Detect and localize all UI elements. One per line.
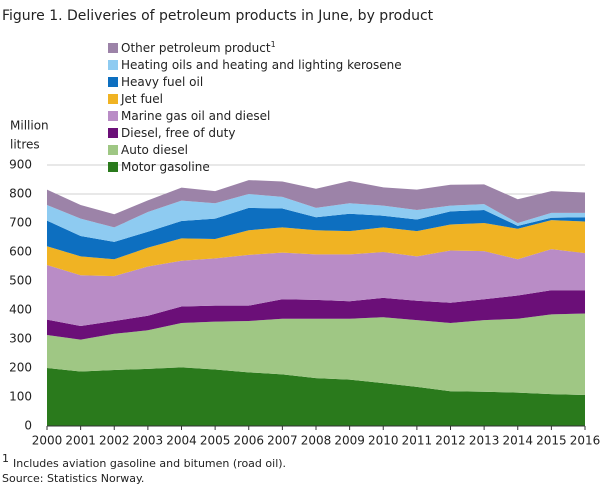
area (47, 249, 585, 326)
x-tick-label: 2011 (402, 434, 433, 448)
y-tick-label: 900 (9, 158, 32, 172)
legend-name: Other petroleum product (121, 41, 271, 55)
x-tick-label: 2016 (570, 434, 601, 448)
area (47, 180, 585, 228)
x-tick-label: 2006 (233, 434, 264, 448)
legend-name: Diesel, free of duty (121, 126, 235, 140)
legend-swatch (108, 162, 118, 172)
legend-name: Heating oils and heating and lighting ke… (121, 58, 402, 72)
y-tick-label: 500 (9, 274, 32, 288)
y-tick-label: 800 (9, 187, 32, 201)
y-tick-label: 200 (9, 361, 32, 375)
legend-label: Jet fuel (120, 92, 163, 106)
x-tick-label: 2004 (166, 434, 197, 448)
legend-swatch (108, 128, 118, 138)
y-label: Million (10, 119, 49, 133)
legend-label: Heavy fuel oil (121, 75, 203, 89)
x-tick-label: 2002 (99, 434, 130, 448)
x-tick-label: 2009 (334, 434, 365, 448)
x-tick-label: 2007 (267, 434, 298, 448)
x-tick-label: 2012 (435, 434, 466, 448)
legend-swatch (108, 43, 118, 53)
legend-label: Marine gas oil and diesel (121, 109, 270, 123)
area (47, 313, 585, 395)
y-tick-label: 300 (9, 332, 32, 346)
legend-name: Motor gasoline (121, 160, 210, 174)
y-tick-label: 0 (24, 419, 32, 433)
x-tick-label: 2000 (32, 434, 63, 448)
legend-label: Motor gasoline (121, 160, 210, 174)
chart-title: Figure 1. Deliveries of petroleum produc… (2, 8, 434, 24)
x-tick-label: 2005 (200, 434, 231, 448)
source: Source: Statistics Norway. (2, 472, 144, 485)
legend-swatch (108, 145, 118, 155)
legend-superscript: 1 (271, 40, 276, 49)
legend-label: Heating oils and heating and lighting ke… (121, 58, 402, 72)
x-tick-label: 2013 (469, 434, 500, 448)
x-tick-label: 2014 (502, 434, 533, 448)
legend-label: Auto diesel (121, 143, 188, 157)
legend-swatch (108, 111, 118, 121)
y-tick-label: 400 (9, 303, 32, 317)
footnote: Includes aviation gasoline and bitumen (… (13, 457, 286, 470)
area (47, 220, 585, 277)
legend-name: Heavy fuel oil (121, 75, 203, 89)
area (47, 207, 585, 260)
y-label: litres (10, 138, 40, 152)
legend-name: Auto diesel (121, 143, 188, 157)
x-tick-label: 2010 (368, 434, 399, 448)
legend-label: Other petroleum product1 (121, 40, 276, 55)
legend-swatch (108, 60, 118, 70)
area (47, 290, 585, 340)
x-tick-label: 2008 (301, 434, 332, 448)
legend-name: Jet fuel (120, 92, 163, 106)
x-tick-label: 2015 (536, 434, 567, 448)
area (47, 194, 585, 242)
y-tick-label: 100 (9, 390, 32, 404)
legend-label: Diesel, free of duty (121, 126, 235, 140)
legend-swatch (108, 94, 118, 104)
area (47, 367, 585, 426)
x-tick-label: 2001 (65, 434, 96, 448)
y-tick-label: 700 (9, 216, 32, 230)
legend-swatch (108, 77, 118, 87)
footnote-marker: 1 (2, 452, 9, 465)
x-tick-label: 2003 (133, 434, 164, 448)
y-tick-label: 600 (9, 245, 32, 259)
legend-name: Marine gas oil and diesel (121, 109, 270, 123)
